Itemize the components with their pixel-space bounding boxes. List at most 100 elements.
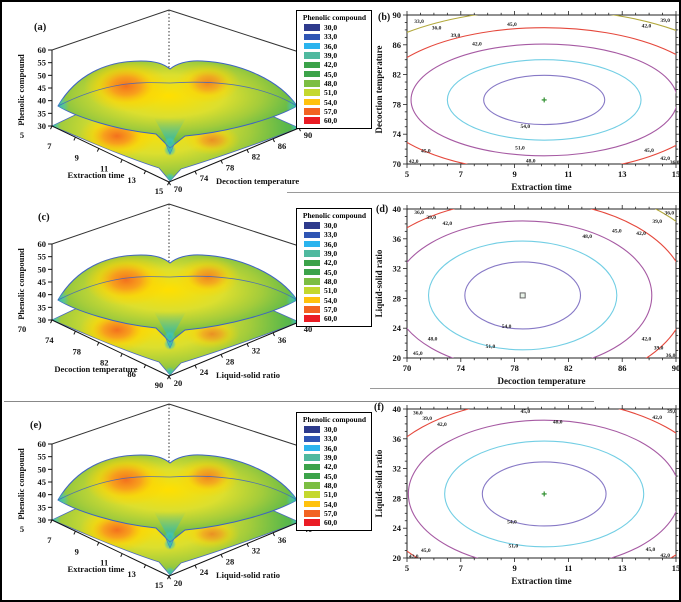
z-tick-label: 30 [38,121,47,131]
contour-label: 51,0 [515,146,525,152]
legend-entry-label: 60,0 [324,518,338,528]
x-tick-label: 7 [459,169,464,179]
y-tick-label: 40 [304,324,313,334]
contour-label: 39,0 [660,18,670,24]
y-tick-label: 36 [278,535,287,545]
legend-entry-label: 54,0 [324,97,338,107]
contour-label: 39,0 [451,33,461,39]
legend-entry-label: 33,0 [324,434,338,444]
panel-letter: (e) [30,420,42,431]
contour-label: 45,0 [521,409,531,415]
legend-color-swatch-icon [304,306,320,313]
panel-e-surface-svg: 30354045505560579111315202428323640Extra… [16,403,312,590]
legend-entry: 33,0 [300,32,369,41]
z-tick-label: 30 [38,515,47,525]
legend-color-swatch-icon [304,463,320,471]
legend-entry: 36,0 [300,42,369,51]
y-tick-label: 36 [393,234,402,244]
x-tick-label: 5 [405,563,409,573]
x-axis-title: Extraction time [68,564,125,574]
legend-entry: 60,0 [300,314,369,323]
z-tick-label: 35 [38,108,47,118]
contour-label: 48,0 [526,158,536,164]
panel-a-legend: Phenolic compound 30,0 33,0 36,0 39,0 42,0 45,… [296,10,372,130]
contour-label: 42,0 [636,231,646,237]
x-tick-label: 15 [672,563,681,573]
optimum-marker [541,491,547,497]
legend-color-swatch-icon [304,80,320,87]
contour-label: 45,0 [644,148,654,154]
y-axis-title: Liquid-solid ratio [374,249,384,317]
contour-line-36,0 [372,398,681,602]
contour-label: 48,0 [428,337,438,343]
legend-entry-label: 42,0 [324,60,338,70]
x-tick-label: 74 [45,335,54,345]
x-tick-label: 7 [47,141,52,151]
upper-surface-dome [57,60,298,149]
x-tick-label: 11 [100,164,108,174]
y-tick-label: 32 [393,264,402,274]
contour-label: 42,0 [409,159,419,165]
y-tick-label: 24 [200,367,209,377]
legend-color-swatch-icon [304,108,320,115]
legend-entry: 33,0 [300,230,369,239]
y-tick-label: 32 [252,546,261,556]
z-tick-label: 55 [38,58,47,68]
y-tick-label: 20 [393,553,402,563]
z-tick-label: 60 [38,45,47,55]
legend-entry: 51,0 [300,286,369,295]
plot-cube-front-axes [48,49,301,186]
x-tick-label: 5 [20,130,24,140]
panel-c-3d-surface-plot: 30 35 40 45 50 55 60 70 74 78 82 86 90 20 24 28 32 36 40 De… [4,200,314,405]
panel-a-surface-svg: 30 35 40 45 50 55 60 5 7 9 11 13 15 70 74 78 82 86 90 Extra… [16,9,312,196]
contour-line-48,0 [410,43,676,157]
legend-color-swatch-icon [304,33,320,41]
panel-letter: (a) [34,22,47,33]
legend-entry: 30,0 [300,425,369,434]
panel-e-legend: Phenolic compound 30,0 33,0 36,0 39,0 42,0 45,… [296,412,372,532]
y-tick-label: 40 [393,204,402,214]
contour-line-54,0 [481,461,607,527]
x-tick-label: 74 [457,363,466,373]
panel-d-contour-plot: 70 74 78 82 86 90 20 24 28 32 36 40 Decoction temper… [372,198,679,399]
contour-label: 39,0 [652,219,662,225]
contour-label: 45,0 [413,351,423,357]
row-separator-2 [370,388,679,389]
y-tick-label: 20 [174,378,183,388]
legend-entry: 60,0 [300,518,369,527]
z-tick-label: 40 [38,96,47,106]
legend-title: Phenolic compound [302,415,367,424]
contour-label: 42,0 [443,221,453,227]
legend-color-swatch-icon [304,472,320,480]
legend-entry-label: 48,0 [324,480,338,490]
legend-entry: 39,0 [300,453,369,462]
contour-label: 51,0 [486,344,496,350]
legend-color-swatch-icon [304,89,320,96]
y-tick-label: 82 [393,70,402,80]
z-tick-label: 30 [38,315,47,325]
legend-entry-label: 33,0 [324,230,338,240]
legend-entry-label: 57,0 [324,106,338,116]
contour-line-39,0 [372,4,681,196]
legend-entry: 39,0 [300,51,369,60]
contour-line-42,0 [654,209,676,223]
z-axis-title: Phenolic compound [16,448,26,520]
contour-line-48,0 [407,419,676,558]
legend-entry-label: 57,0 [324,508,338,518]
legend-title: Phenolic compound [302,13,367,22]
legend-color-swatch-icon [304,42,320,50]
y-tick-label: 32 [393,464,402,474]
legend-color-swatch-icon [304,426,320,433]
y-tick-label: 28 [393,293,402,303]
legend-color-swatch-icon [304,435,320,443]
x-tick-label: 13 [127,175,136,185]
legend-color-swatch-icon [304,296,320,304]
legend-entry-label: 51,0 [324,490,338,500]
x-tick-label: 70 [18,324,27,334]
legend-entry-label: 60,0 [324,314,338,324]
y-tick-label: 28 [393,493,402,503]
y-tick-label: 32 [252,346,261,356]
axis-ticks [403,405,679,562]
legend-entry-label: 48,0 [324,78,338,88]
contour-line-39,0 [372,398,681,602]
